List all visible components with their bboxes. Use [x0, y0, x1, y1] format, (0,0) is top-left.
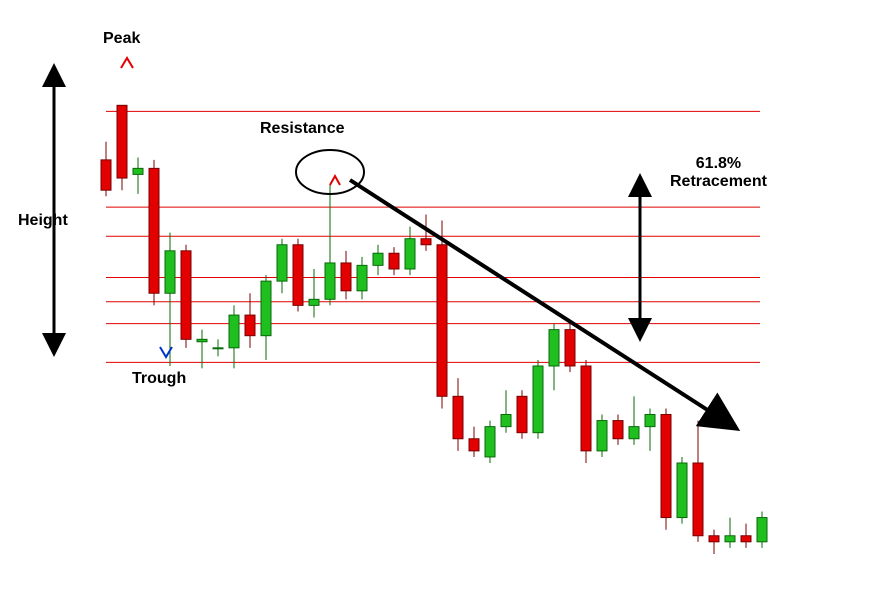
- label-resistance: Resistance: [260, 120, 345, 138]
- label-retracement: 61.8% Retracement: [670, 155, 767, 191]
- fibonacci-retracement-chart: Peak Height Trough Resistance 61.8% Retr…: [0, 0, 872, 593]
- label-peak: Peak: [103, 30, 140, 48]
- label-height: Height: [18, 212, 68, 230]
- chart-svg: [0, 0, 872, 593]
- label-trough: Trough: [132, 370, 186, 388]
